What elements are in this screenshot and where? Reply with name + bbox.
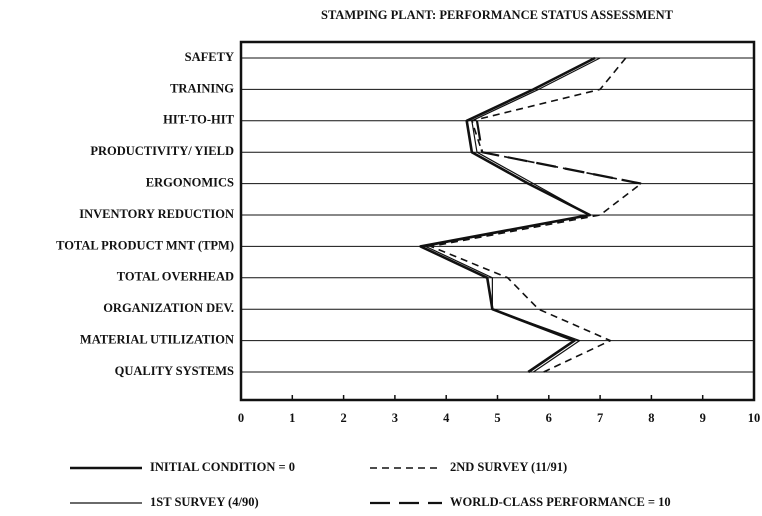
x-tick-label: 7	[597, 411, 603, 425]
legend-label: 2ND SURVEY (11/91)	[450, 460, 567, 474]
category-label: SAFETY	[185, 50, 234, 64]
category-label: QUALITY SYSTEMS	[115, 364, 234, 378]
category-label: PRODUCTIVITY/ YIELD	[90, 144, 234, 158]
x-tick-label: 0	[238, 411, 244, 425]
series-line	[430, 57, 642, 373]
x-tick-label: 9	[700, 411, 706, 425]
x-tick-label: 2	[340, 411, 346, 425]
plot-frame	[239, 40, 756, 402]
category-label: TOTAL OVERHEAD	[117, 270, 234, 284]
chart-title: STAMPING PLANT: PERFORMANCE STATUS ASSES…	[321, 8, 674, 22]
category-label: ORGANIZATION DEV.	[103, 301, 234, 315]
category-label: TRAINING	[170, 81, 234, 95]
x-tick-label: 6	[546, 411, 552, 425]
category-label: TOTAL PRODUCT MNT (TPM)	[56, 238, 234, 252]
x-tick-label: 3	[392, 411, 398, 425]
x-tick-label: 10	[748, 411, 761, 425]
legend-label: INITIAL CONDITION = 0	[150, 460, 295, 474]
series-line	[425, 57, 601, 373]
legend-label: 1ST SURVEY (4/90)	[150, 495, 259, 509]
x-tick-label: 5	[494, 411, 500, 425]
category-label: ERGONOMICS	[146, 175, 234, 189]
category-label: HIT-TO-HIT	[163, 113, 235, 127]
x-tick-label: 4	[443, 411, 450, 425]
series-line	[475, 120, 642, 185]
category-label: MATERIAL UTILIZATION	[80, 332, 234, 346]
x-tick-label: 8	[648, 411, 654, 425]
category-label: INVENTORY REDUCTION	[79, 207, 234, 221]
legend-label: WORLD-CLASS PERFORMANCE = 10	[450, 495, 671, 509]
x-tick-label: 1	[289, 411, 295, 425]
